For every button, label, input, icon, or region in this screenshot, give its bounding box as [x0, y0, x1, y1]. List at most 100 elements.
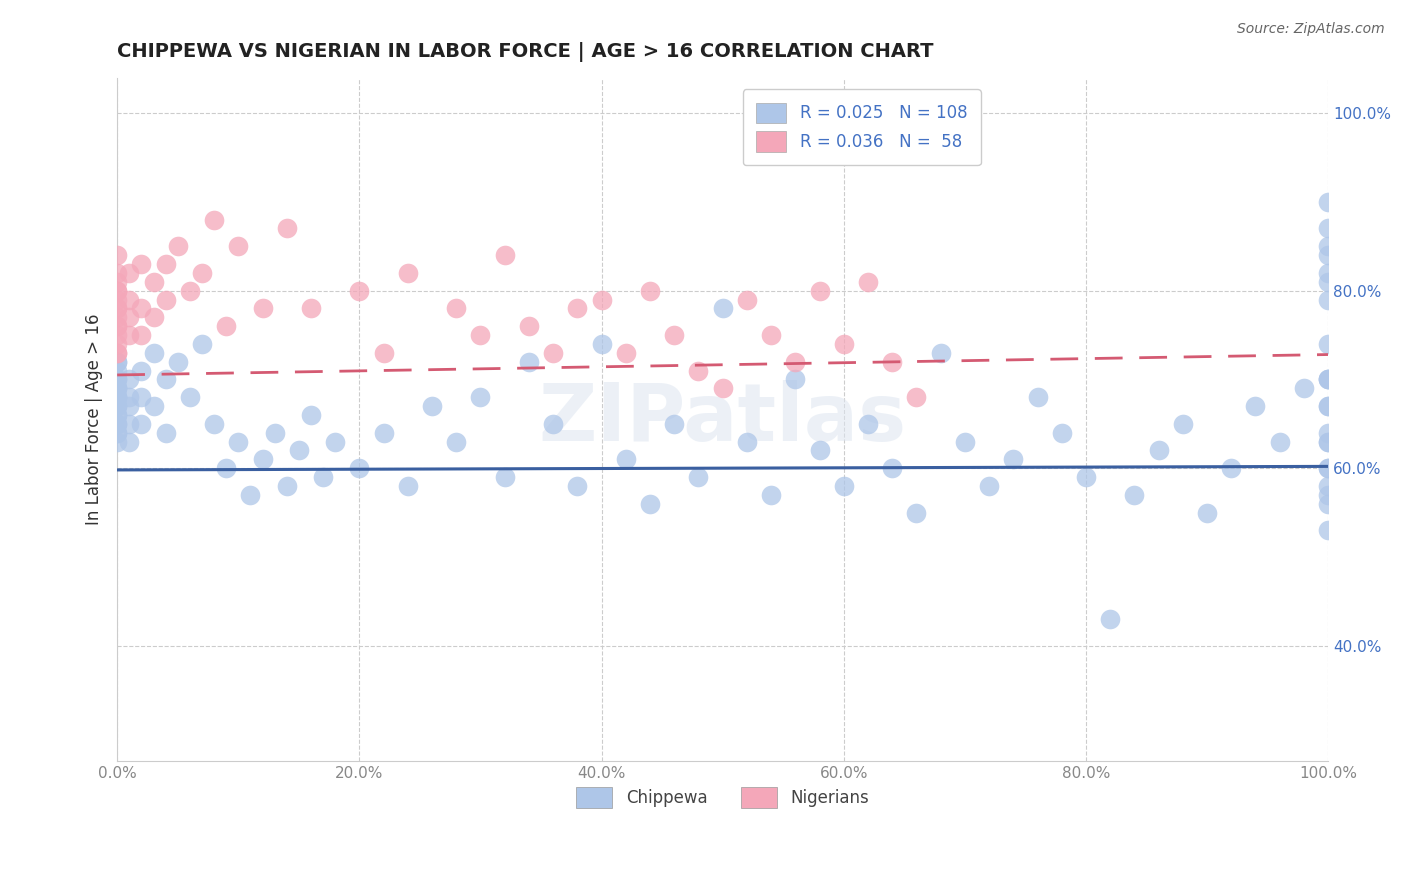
Point	[759, 328, 782, 343]
Point	[263, 425, 285, 440]
Point	[517, 319, 540, 334]
Legend: Chippewa, Nigerians: Chippewa, Nigerians	[569, 780, 876, 814]
Point	[688, 363, 710, 377]
Point	[191, 337, 214, 351]
Point	[446, 434, 468, 449]
Point	[614, 452, 637, 467]
Point	[1317, 399, 1340, 413]
Point	[1317, 221, 1340, 235]
Point	[142, 310, 165, 325]
Point	[470, 390, 492, 404]
Point	[105, 328, 128, 343]
Point	[953, 434, 976, 449]
Point	[105, 434, 128, 449]
Point	[785, 354, 807, 368]
Point	[105, 275, 128, 289]
Point	[1317, 461, 1340, 475]
Point	[105, 372, 128, 386]
Point	[155, 425, 177, 440]
Point	[470, 328, 492, 343]
Point	[118, 390, 141, 404]
Point	[276, 479, 298, 493]
Point	[591, 293, 613, 307]
Point	[1317, 434, 1340, 449]
Point	[567, 301, 589, 316]
Point	[131, 301, 153, 316]
Point	[105, 284, 128, 298]
Point	[1317, 434, 1340, 449]
Point	[312, 470, 335, 484]
Point	[118, 434, 141, 449]
Point	[105, 248, 128, 262]
Point	[1050, 425, 1073, 440]
Point	[155, 257, 177, 271]
Point	[929, 345, 952, 359]
Point	[541, 345, 564, 359]
Point	[446, 301, 468, 316]
Point	[105, 266, 128, 280]
Point	[735, 434, 758, 449]
Point	[202, 417, 225, 431]
Point	[105, 381, 128, 395]
Point	[105, 363, 128, 377]
Point	[882, 354, 904, 368]
Point	[1195, 506, 1218, 520]
Point	[105, 390, 128, 404]
Point	[1099, 612, 1122, 626]
Point	[1317, 194, 1340, 209]
Point	[239, 488, 262, 502]
Point	[905, 390, 928, 404]
Point	[808, 284, 831, 298]
Point	[1317, 293, 1340, 307]
Point	[105, 399, 128, 413]
Point	[1074, 470, 1097, 484]
Point	[1317, 461, 1340, 475]
Point	[1317, 337, 1340, 351]
Point	[252, 301, 274, 316]
Point	[131, 390, 153, 404]
Point	[215, 461, 238, 475]
Point	[349, 284, 371, 298]
Point	[105, 399, 128, 413]
Text: ZIPatlas: ZIPatlas	[538, 380, 907, 458]
Point	[1002, 452, 1025, 467]
Point	[420, 399, 443, 413]
Point	[105, 293, 128, 307]
Point	[105, 372, 128, 386]
Point	[179, 390, 201, 404]
Text: Source: ZipAtlas.com: Source: ZipAtlas.com	[1237, 22, 1385, 37]
Point	[759, 488, 782, 502]
Text: CHIPPEWA VS NIGERIAN IN LABOR FORCE | AGE > 16 CORRELATION CHART: CHIPPEWA VS NIGERIAN IN LABOR FORCE | AG…	[117, 42, 934, 62]
Point	[118, 310, 141, 325]
Point	[1026, 390, 1049, 404]
Point	[517, 354, 540, 368]
Point	[1317, 497, 1340, 511]
Point	[614, 345, 637, 359]
Point	[118, 417, 141, 431]
Point	[396, 266, 419, 280]
Point	[299, 301, 322, 316]
Point	[808, 443, 831, 458]
Point	[105, 390, 128, 404]
Point	[1317, 239, 1340, 253]
Point	[494, 470, 516, 484]
Point	[1317, 523, 1340, 537]
Y-axis label: In Labor Force | Age > 16: In Labor Force | Age > 16	[86, 314, 103, 525]
Point	[323, 434, 346, 449]
Point	[711, 381, 734, 395]
Point	[1268, 434, 1291, 449]
Point	[832, 479, 855, 493]
Point	[105, 425, 128, 440]
Point	[1317, 372, 1340, 386]
Point	[905, 506, 928, 520]
Point	[105, 354, 128, 368]
Point	[105, 337, 128, 351]
Point	[299, 408, 322, 422]
Point	[118, 293, 141, 307]
Point	[1317, 275, 1340, 289]
Point	[688, 470, 710, 484]
Point	[1317, 266, 1340, 280]
Point	[131, 363, 153, 377]
Point	[373, 345, 395, 359]
Point	[105, 408, 128, 422]
